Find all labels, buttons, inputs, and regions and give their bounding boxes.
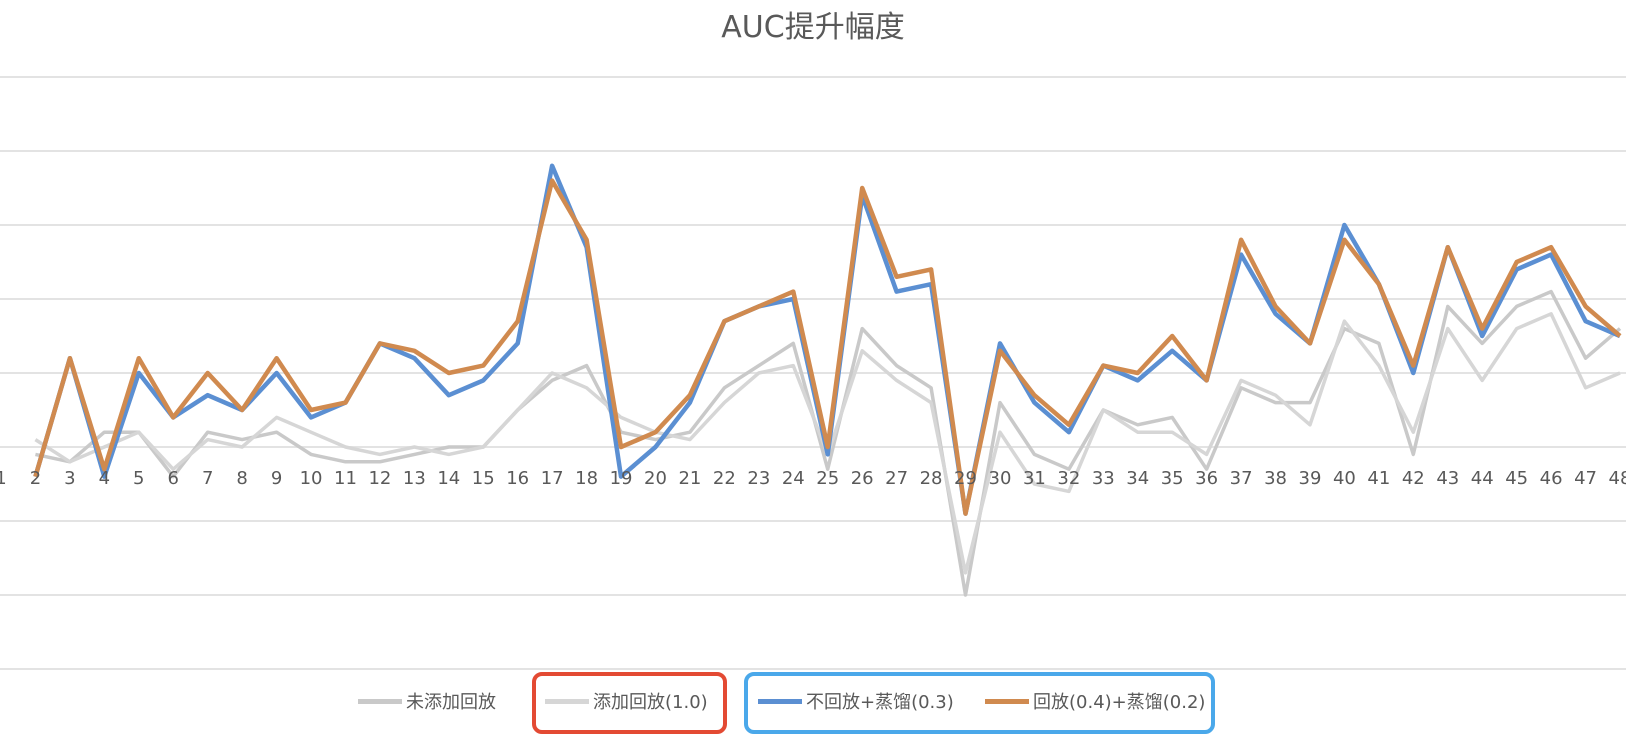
highlight-box-blue <box>744 672 1215 734</box>
series-line-3 <box>33 178 1622 516</box>
x-tick-label: 47 <box>1574 468 1597 489</box>
legend-swatch-series-2 <box>758 698 802 704</box>
x-tick-label: 32 <box>1057 468 1080 489</box>
x-tick-label: 17 <box>541 468 564 489</box>
x-tick-label: 31 <box>1023 468 1046 489</box>
legend-item-series-3: 回放(0.4)+蒸馏(0.2) <box>985 686 1205 716</box>
x-tick-label: 45 <box>1505 468 1528 489</box>
legend-label-series-0: 未添加回放 <box>406 692 496 713</box>
x-tick-label: 4 <box>99 468 110 489</box>
legend-label-series-3: 回放(0.4)+蒸馏(0.2) <box>1033 692 1206 713</box>
x-tick-label: 36 <box>1195 468 1218 489</box>
legend: 未添加回放 添加回放(1.0) 不回放+蒸馏(0.3) 回放(0.4)+蒸馏(0… <box>0 672 1626 740</box>
x-tick-label: 5 <box>133 468 144 489</box>
x-tick-label: 10 <box>300 468 323 489</box>
series-lines <box>33 163 1622 597</box>
x-tick-label: 11 <box>334 468 357 489</box>
x-tick-label: 15 <box>472 468 495 489</box>
x-tick-label: 8 <box>236 468 247 489</box>
x-tick-label: 48 <box>1609 468 1626 489</box>
x-tick-label: 24 <box>782 468 805 489</box>
x-tick-label: 29 <box>954 468 977 489</box>
chart-title: AUC提升幅度 <box>721 10 905 45</box>
x-tick-label: 39 <box>1299 468 1322 489</box>
legend-item-series-2: 不回放+蒸馏(0.3) <box>758 686 954 716</box>
x-tick-label: 1 <box>0 468 7 489</box>
x-tick-label: 6 <box>168 468 179 489</box>
x-tick-label: 12 <box>368 468 391 489</box>
x-tick-label: 21 <box>678 468 701 489</box>
legend-swatch-series-0 <box>358 698 402 704</box>
x-tick-label: 30 <box>989 468 1012 489</box>
x-tick-label: 42 <box>1402 468 1425 489</box>
x-tick-label: 13 <box>403 468 426 489</box>
x-tick-label: 37 <box>1230 468 1253 489</box>
x-tick-label: 34 <box>1126 468 1149 489</box>
legend-label-series-2: 不回放+蒸馏(0.3) <box>806 692 954 713</box>
x-tick-label: 38 <box>1264 468 1287 489</box>
x-tick-label: 19 <box>610 468 633 489</box>
legend-item-series-0: 未添加回放 <box>358 686 496 716</box>
x-tick-label: 22 <box>713 468 736 489</box>
x-tick-label: 18 <box>575 468 598 489</box>
legend-swatch-series-1 <box>545 698 589 704</box>
x-tick-label: 2 <box>30 468 41 489</box>
x-tick-label: 23 <box>747 468 770 489</box>
x-tick-label: 25 <box>816 468 839 489</box>
x-tick-label: 9 <box>271 468 282 489</box>
legend-swatch-series-3 <box>985 698 1029 704</box>
x-tick-label: 26 <box>851 468 874 489</box>
series-line-2 <box>33 163 1621 516</box>
x-tick-label: 28 <box>920 468 943 489</box>
x-tick-label: 35 <box>1161 468 1184 489</box>
x-tick-label: 33 <box>1092 468 1115 489</box>
x-tick-label: 14 <box>437 468 460 489</box>
x-tick-label: 7 <box>202 468 213 489</box>
x-tick-label: 27 <box>885 468 908 489</box>
x-tick-label: 43 <box>1436 468 1459 489</box>
x-tick-label: 40 <box>1333 468 1356 489</box>
legend-item-series-1: 添加回放(1.0) <box>545 686 708 716</box>
x-tick-label: 16 <box>506 468 529 489</box>
x-tick-label: 46 <box>1540 468 1563 489</box>
x-tick-label: 3 <box>64 468 75 489</box>
x-tick-labels: 1 2 3 4 5 6 7 8 9 10 11 12 13 14 15 16 17 18 19 20 21 22 23 24 2… <box>0 468 1626 489</box>
plot-area: 1 2 3 4 5 6 7 8 9 10 11 12 13 14 15 16 17 18 19 20 21 22 23 24 2… <box>0 76 1626 670</box>
legend-label-series-1: 添加回放(1.0) <box>593 692 708 713</box>
x-tick-label: 41 <box>1367 468 1390 489</box>
x-tick-label: 20 <box>644 468 667 489</box>
x-tick-label: 44 <box>1471 468 1494 489</box>
highlight-box-red <box>532 672 727 734</box>
